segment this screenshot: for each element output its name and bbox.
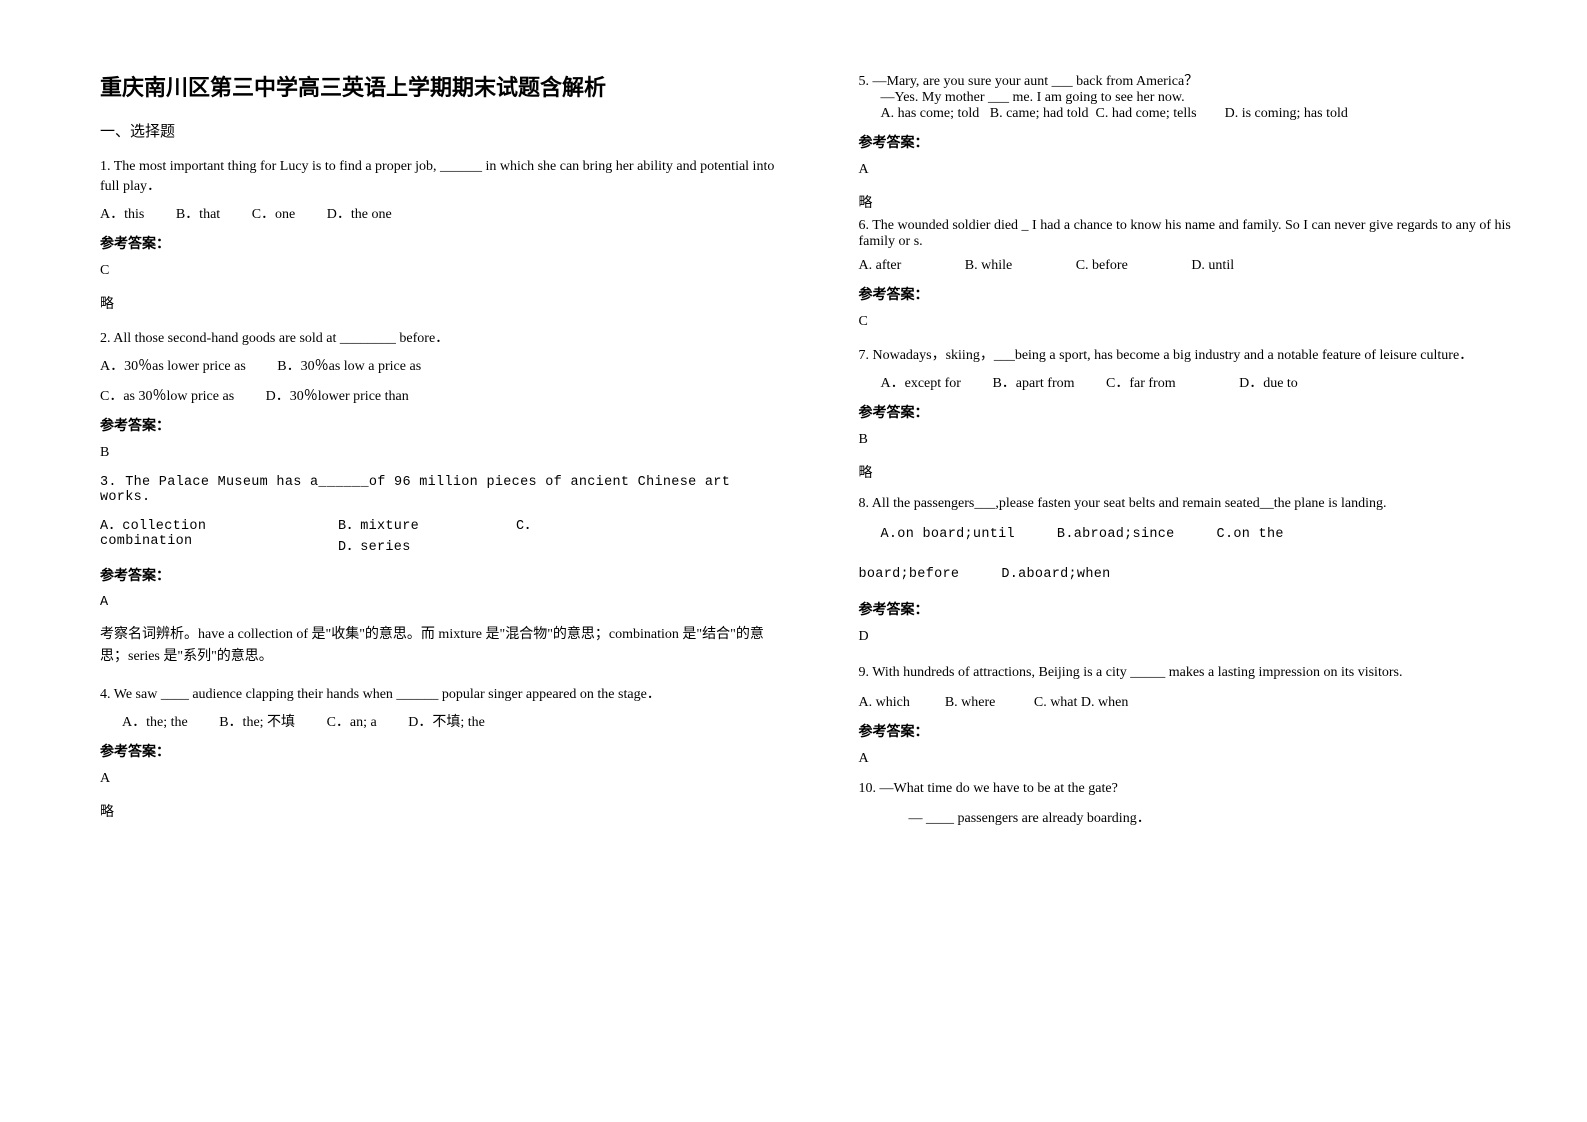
q4-opt-a: A．the; the	[122, 715, 188, 730]
q6-opt-a: A. after	[859, 258, 902, 273]
q6-answer: C	[859, 314, 1538, 330]
q2-opt-c: C．as 30％low price as	[100, 389, 234, 404]
q1-opt-b: B．that	[176, 207, 220, 222]
q1-note: 略	[100, 293, 779, 313]
q4-answer-label: 参考答案：	[100, 741, 779, 761]
q7-answer: B	[859, 432, 1538, 448]
q3-options: A．collection B．mixture C． combination D．…	[100, 513, 779, 555]
q6-opt-d: D. until	[1191, 258, 1234, 273]
q6-text: 6. The wounded soldier died _ I had a ch…	[859, 218, 1538, 250]
q9-answer-label: 参考答案：	[859, 721, 1538, 741]
q9-answer: A	[859, 751, 1538, 767]
q3-explanation: 考察名词辨析。have a collection of 是"收集"的意思。而 m…	[100, 624, 779, 669]
question-4: 4. We saw ____ audience clapping their h…	[100, 683, 779, 821]
q3-answer: A	[100, 595, 779, 610]
q3-opt-c-prefix: C．	[516, 513, 576, 534]
q2-opt-d: D．30％lower price than	[266, 389, 409, 404]
q8-line1: A.on board;until B.abroad;since C.on the	[859, 520, 1538, 550]
q1-opt-c: C．one	[252, 207, 296, 222]
q3-opt-a: A．collection	[100, 513, 310, 534]
q8-line2: board;before D.aboard;when	[859, 560, 1538, 590]
q3-text: 3. The Palace Museum has a______of 96 mi…	[100, 475, 779, 505]
q4-text: 4. We saw ____ audience clapping their h…	[100, 683, 779, 703]
q9-text: 9. With hundreds of attractions, Beijing…	[859, 659, 1538, 687]
q8-answer-label: 参考答案：	[859, 599, 1538, 619]
question-3: 3. The Palace Museum has a______of 96 mi…	[100, 475, 779, 669]
q5-text1: 5. —Mary, are you sure your aunt ___ bac…	[859, 70, 1538, 90]
q5-answer: A	[859, 162, 1538, 178]
question-1: 1. The most important thing for Lucy is …	[100, 159, 779, 313]
q5-text2: —Yes. My mother ___ me. I am going to se…	[859, 90, 1538, 106]
q6-options: A. after B. while C. before D. until	[859, 258, 1538, 274]
q3-opt-b: B．mixture	[338, 513, 488, 534]
q2-answer-label: 参考答案：	[100, 415, 779, 435]
q1-answer-label: 参考答案：	[100, 233, 779, 253]
q2-options-row2: C．as 30％low price as D．30％lower price th…	[100, 385, 779, 405]
q7-note: 略	[859, 462, 1538, 482]
q3-opt-d: D．series	[338, 534, 411, 555]
q1-opt-d: D．the one	[327, 207, 392, 222]
q4-note: 略	[100, 801, 779, 821]
q7-opt-c: C．far from	[1106, 376, 1176, 391]
q4-opt-b: B．the; 不填	[219, 715, 295, 730]
q5-answer-label: 参考答案：	[859, 132, 1538, 152]
question-7: 7. Nowadays，skiing，___being a sport, has…	[859, 344, 1538, 482]
q6-opt-c: C. before	[1076, 258, 1128, 273]
q1-opt-a: A．this	[100, 207, 144, 222]
q2-opt-b: B．30％as low a price as	[277, 359, 421, 374]
question-5: 5. —Mary, are you sure your aunt ___ bac…	[859, 70, 1538, 212]
q1-answer: C	[100, 263, 779, 279]
q7-options: A．except for B．apart from C．far from D．d…	[859, 372, 1538, 392]
q5-note: 略	[859, 192, 1538, 212]
section-1-heading: 一、选择题	[100, 120, 779, 141]
q9-options: A. which B. where C. what D. when	[859, 695, 1538, 711]
q1-options: A．this B．that C．one D．the one	[100, 203, 779, 223]
q2-answer: B	[100, 445, 779, 461]
q2-options-row1: A．30％as lower price as B．30％as low a pri…	[100, 355, 779, 375]
q3-answer-label: 参考答案：	[100, 565, 779, 585]
q4-opt-d: D．不填; the	[408, 715, 485, 730]
q8-text: 8. All the passengers___,please fasten y…	[859, 496, 1538, 512]
question-6: 6. The wounded soldier died _ I had a ch…	[859, 218, 1538, 330]
q7-opt-d: D．due to	[1239, 376, 1298, 391]
q6-opt-b: B. while	[965, 258, 1012, 273]
question-8: 8. All the passengers___,please fasten y…	[859, 496, 1538, 645]
q2-opt-a: A．30％as lower price as	[100, 359, 246, 374]
right-column: 5. —Mary, are you sure your aunt ___ bac…	[819, 70, 1538, 1082]
question-9: 9. With hundreds of attractions, Beijing…	[859, 659, 1538, 767]
q4-answer: A	[100, 771, 779, 787]
q7-opt-b: B．apart from	[992, 376, 1074, 391]
q7-opt-a: A．except for	[881, 376, 961, 391]
q10-text1: 10. —What time do we have to be at the g…	[859, 781, 1538, 797]
question-2: 2. All those second-hand goods are sold …	[100, 327, 779, 461]
q2-text: 2. All those second-hand goods are sold …	[100, 327, 779, 347]
q4-options: A．the; the B．the; 不填 C．an; a D．不填; the	[100, 711, 779, 731]
q8-answer: D	[859, 629, 1538, 645]
q1-text: 1. The most important thing for Lucy is …	[100, 159, 779, 195]
question-10: 10. —What time do we have to be at the g…	[859, 781, 1538, 827]
document-title: 重庆南川区第三中学高三英语上学期期末试题含解析	[100, 70, 779, 102]
q10-text2: — ____ passengers are already boarding．	[859, 807, 1538, 827]
q5-options: A. has come; told B. came; had told C. h…	[859, 106, 1538, 122]
q7-text: 7. Nowadays，skiing，___being a sport, has…	[859, 344, 1538, 364]
q3-opt-c: combination	[100, 534, 310, 555]
q4-opt-c: C．an; a	[327, 715, 377, 730]
left-column: 重庆南川区第三中学高三英语上学期期末试题含解析 一、选择题 1. The mos…	[100, 70, 819, 1082]
q6-answer-label: 参考答案：	[859, 284, 1538, 304]
q7-answer-label: 参考答案：	[859, 402, 1538, 422]
